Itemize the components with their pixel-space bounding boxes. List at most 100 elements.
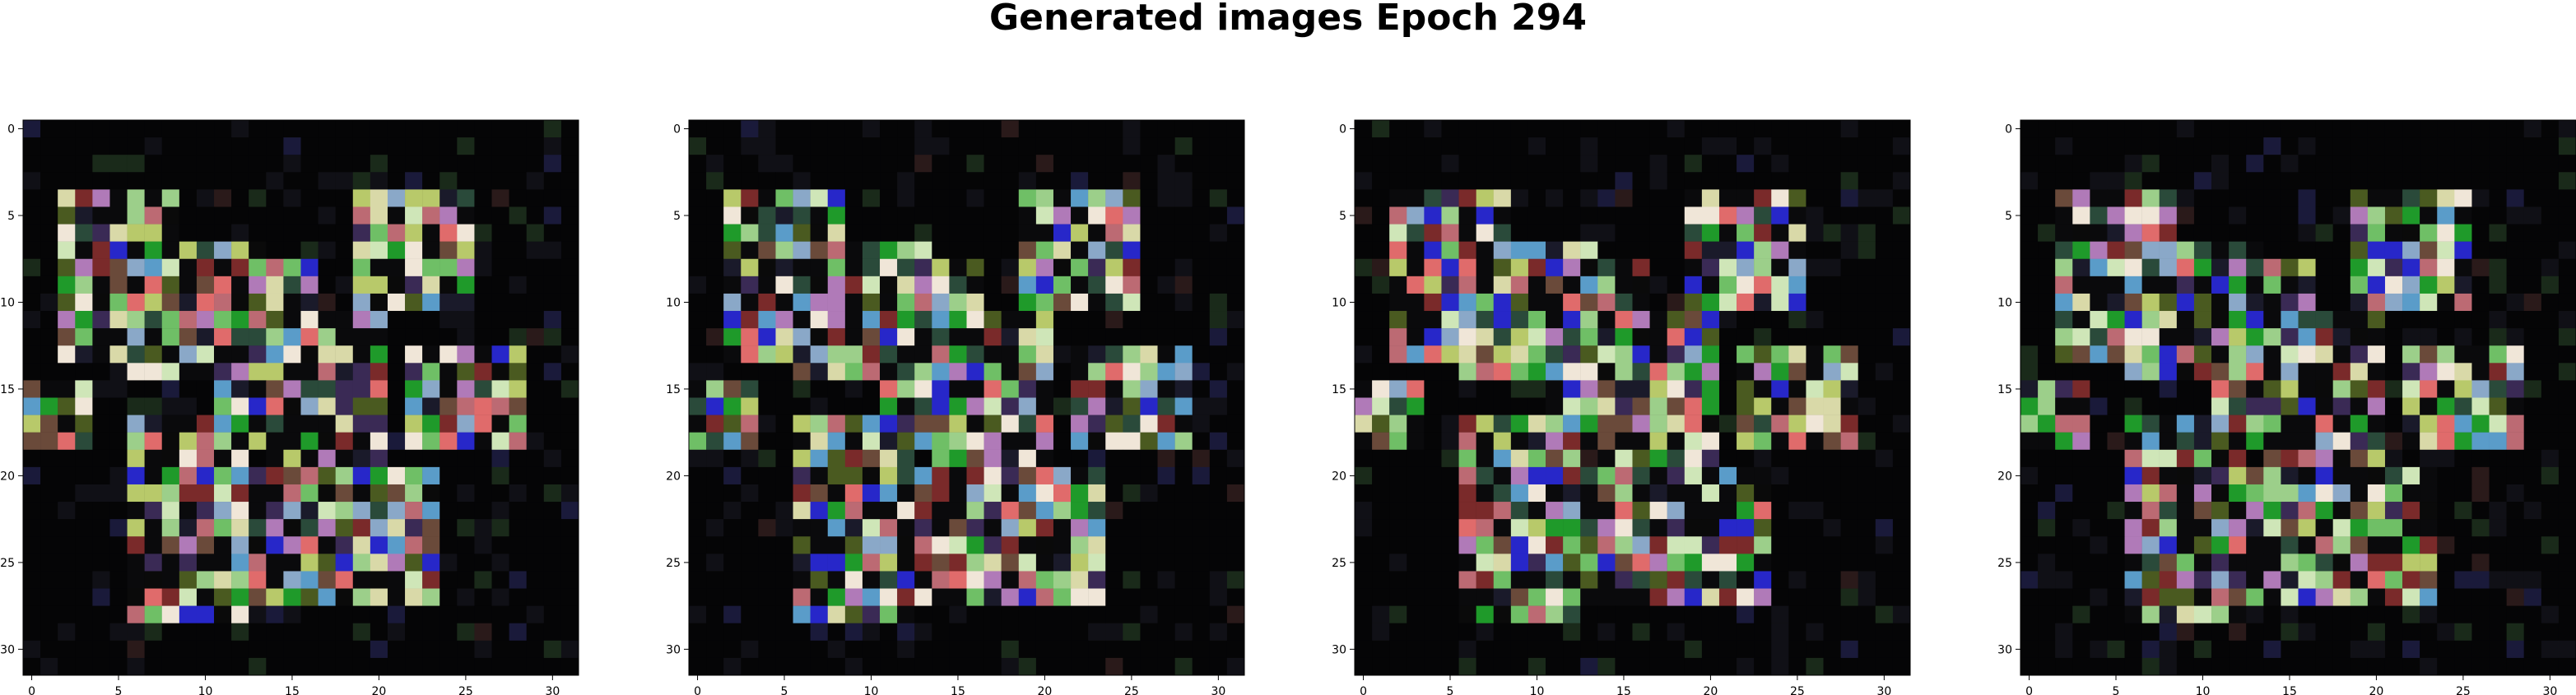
- pixel-3-30-31: [1875, 657, 1894, 676]
- pixel-4-6-6: [2124, 224, 2142, 242]
- pixel-4-15-12: [2281, 328, 2299, 346]
- pixel-2-4-31: [758, 657, 776, 676]
- pixel-1-27-23: [491, 519, 509, 537]
- pixel-2-17-5: [983, 206, 1002, 225]
- pixel-1-31-22: [560, 502, 579, 520]
- pixel-4-22-7: [2402, 241, 2420, 259]
- pixel-1-18-6: [335, 224, 353, 242]
- pixel-2-25-16: [1123, 397, 1141, 415]
- pixel-3-2-10: [1389, 293, 1407, 312]
- pixel-3-9-29: [1510, 623, 1529, 642]
- pixel-3-31-22: [1892, 502, 1911, 520]
- pixel-1-19-2: [352, 155, 371, 173]
- pixel-4-9-2: [2176, 155, 2195, 173]
- pixel-2-16-28: [966, 605, 984, 623]
- pixel-3-24-1: [1771, 137, 1789, 155]
- pixel-3-6-7: [1458, 241, 1476, 259]
- pixel-1-17-9: [318, 276, 336, 294]
- pixel-4-25-1: [2454, 137, 2472, 155]
- pixel-1-23-19: [422, 449, 440, 468]
- pixel-1-30-8: [543, 258, 562, 277]
- pixel-3-24-14: [1771, 363, 1789, 381]
- pixel-4-28-31: [2506, 657, 2524, 676]
- pixel-3-4-0: [1424, 120, 1442, 138]
- pixel-2-12-7: [897, 241, 915, 259]
- pixel-1-17-2: [318, 155, 336, 173]
- pixel-4-2-12: [2055, 328, 2073, 346]
- pixel-3-18-1: [1667, 137, 1685, 155]
- pixel-2-10-14: [862, 363, 881, 381]
- pixel-2-18-23: [1001, 519, 1019, 537]
- pixel-3-30-14: [1875, 363, 1894, 381]
- pixel-1-15-2: [283, 155, 301, 173]
- pixel-3-12-24: [1563, 536, 1581, 554]
- pixel-4-11-25: [2211, 554, 2230, 572]
- pixel-1-20-16: [370, 397, 388, 415]
- pixel-1-30-9: [543, 276, 562, 294]
- pixel-3-21-31: [1718, 657, 1737, 676]
- pixel-2-24-2: [1105, 155, 1123, 173]
- pixel-1-12-21: [231, 484, 249, 503]
- pixel-1-0-19: [23, 449, 41, 468]
- pixel-4-23-29: [2420, 623, 2438, 642]
- pixel-1-21-21: [387, 484, 406, 503]
- pixel-4-10-6: [2193, 224, 2212, 242]
- pixel-4-27-6: [2489, 224, 2507, 242]
- pixel-4-28-13: [2506, 345, 2524, 364]
- x-tick-label-1-10: 10: [198, 685, 213, 695]
- pixel-2-31-7: [1226, 241, 1245, 259]
- pixel-3-11-6: [1546, 224, 1564, 242]
- pixel-4-1-8: [2038, 258, 2056, 277]
- pixel-4-13-1: [2246, 137, 2264, 155]
- pixel-1-5-14: [109, 363, 128, 381]
- pixel-2-31-5: [1226, 206, 1245, 225]
- pixel-2-16-5: [966, 206, 984, 225]
- pixel-2-14-15: [932, 380, 950, 398]
- pixel-1-30-27: [543, 588, 562, 606]
- pixel-4-19-5: [2350, 206, 2369, 225]
- pixel-4-9-9: [2176, 276, 2195, 294]
- pixel-1-8-13: [161, 345, 180, 364]
- pixel-3-24-26: [1771, 571, 1789, 589]
- pixel-2-9-16: [844, 397, 863, 415]
- pixel-1-20-20: [370, 466, 388, 485]
- pixel-1-21-2: [387, 155, 406, 173]
- pixel-3-23-30: [1754, 640, 1772, 659]
- pixel-4-9-23: [2176, 519, 2195, 537]
- pixel-1-7-10: [144, 293, 162, 312]
- pixel-3-15-2: [1615, 155, 1633, 173]
- pixel-1-26-7: [474, 241, 492, 259]
- pixel-4-16-6: [2298, 224, 2316, 242]
- pixel-2-21-15: [1053, 380, 1072, 398]
- pixel-2-2-8: [723, 258, 742, 277]
- y-tick-label-2-30: 30: [666, 643, 681, 656]
- pixel-2-28-31: [1174, 657, 1193, 676]
- pixel-1-1-29: [40, 623, 58, 642]
- pixel-2-10-25: [862, 554, 881, 572]
- pixel-1-19-31: [352, 657, 371, 676]
- pixel-2-2-21: [723, 484, 742, 503]
- pixel-3-8-16: [1493, 397, 1512, 415]
- pixel-2-22-23: [1071, 519, 1089, 537]
- pixel-3-4-22: [1424, 502, 1442, 520]
- pixel-1-0-3: [23, 172, 41, 190]
- pixel-3-5-29: [1441, 623, 1459, 642]
- pixel-4-8-0: [2159, 120, 2178, 138]
- pixel-2-11-22: [880, 502, 898, 520]
- y-tick-label-2-20: 20: [666, 470, 681, 483]
- pixel-4-30-21: [2541, 484, 2560, 503]
- pixel-4-3-29: [2072, 623, 2090, 642]
- pixel-4-8-8: [2159, 258, 2178, 277]
- pixel-4-9-17: [2176, 415, 2195, 433]
- pixel-4-17-4: [2315, 189, 2333, 207]
- pixel-1-5-30: [109, 640, 128, 659]
- pixel-1-21-31: [387, 657, 406, 676]
- pixel-1-11-4: [214, 189, 232, 207]
- pixel-2-15-29: [949, 623, 967, 642]
- pixel-1-26-26: [474, 571, 492, 589]
- pixel-1-6-18: [127, 432, 145, 450]
- pixel-3-21-13: [1718, 345, 1737, 364]
- pixel-2-16-24: [966, 536, 984, 554]
- pixel-4-21-29: [2384, 623, 2403, 642]
- pixel-2-3-16: [741, 397, 759, 415]
